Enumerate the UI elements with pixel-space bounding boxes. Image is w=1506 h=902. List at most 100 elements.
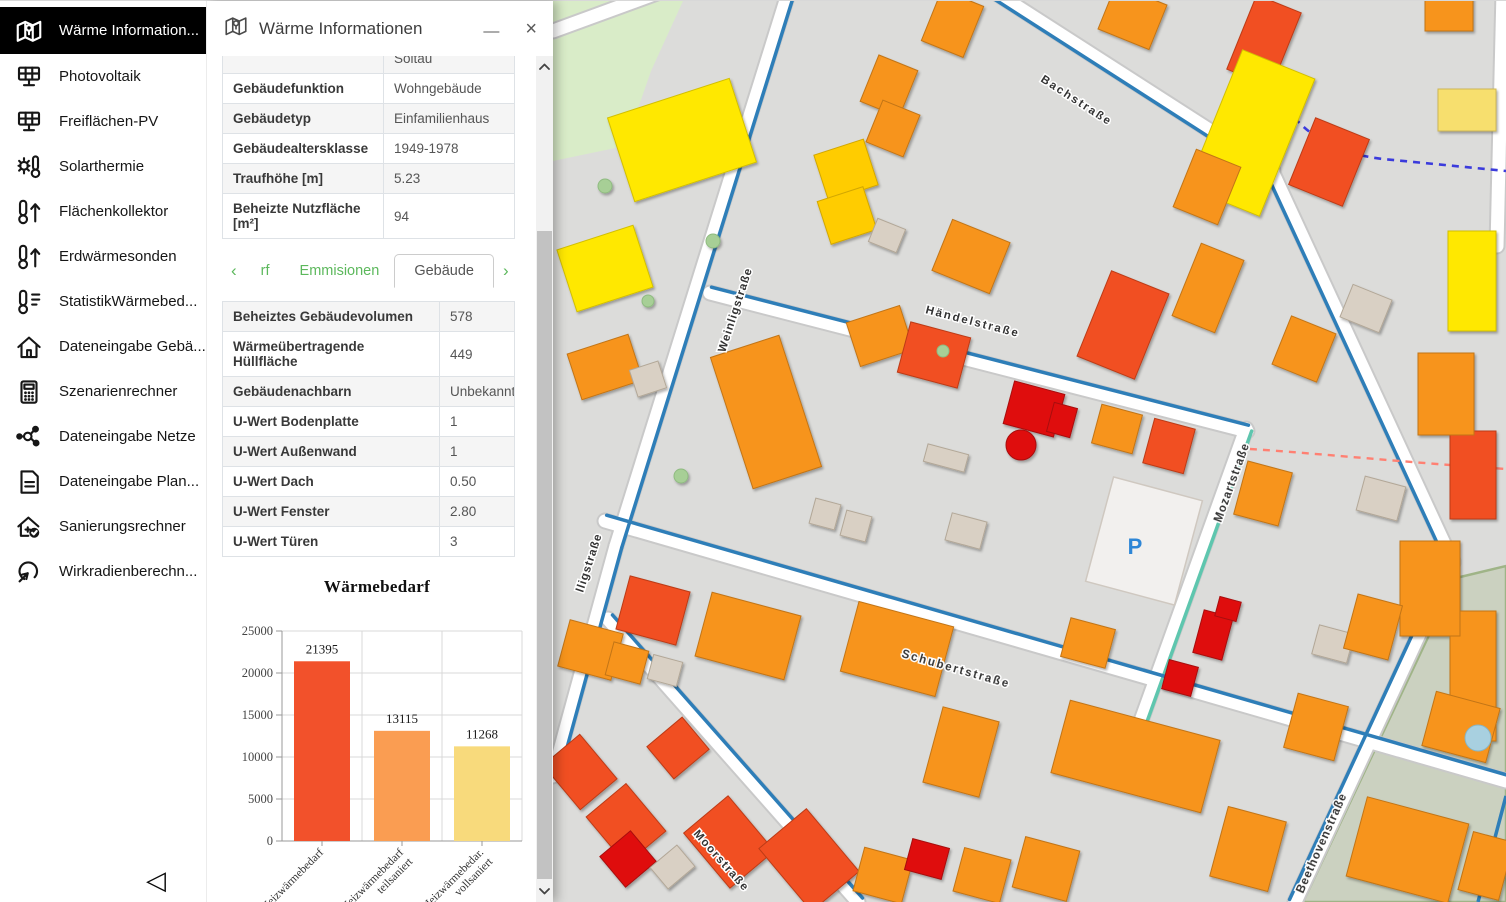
building[interactable] bbox=[1171, 242, 1245, 334]
building[interactable] bbox=[867, 217, 907, 254]
building[interactable] bbox=[1417, 352, 1475, 436]
tabs-prev-icon[interactable]: ‹ bbox=[231, 261, 237, 280]
sidebar-item-dateneingabe-geb[interactable]: Dateneingabe Gebä... bbox=[0, 324, 206, 369]
building[interactable] bbox=[1342, 593, 1404, 661]
building[interactable] bbox=[1271, 315, 1337, 383]
building[interactable] bbox=[931, 218, 1011, 295]
building[interactable] bbox=[816, 186, 878, 245]
building[interactable] bbox=[1011, 836, 1081, 902]
building[interactable] bbox=[1172, 148, 1242, 226]
sidebar-item-dateneingabe-netze[interactable]: Dateneingabe Netze bbox=[0, 414, 206, 459]
building[interactable] bbox=[1233, 460, 1293, 527]
building[interactable] bbox=[709, 334, 823, 490]
building[interactable] bbox=[1447, 230, 1497, 332]
building[interactable] bbox=[808, 497, 842, 531]
building[interactable] bbox=[839, 509, 873, 543]
waermebedarf-chart: Wärmebedarf 0 5000 10000 15000 20000 25000 213… bbox=[222, 577, 532, 902]
bar-0[interactable] bbox=[294, 661, 350, 841]
sidebar-item-photovoltaik[interactable]: Photovoltaik bbox=[0, 54, 206, 99]
building[interactable] bbox=[646, 716, 710, 780]
scrollbar-thumb[interactable] bbox=[537, 231, 552, 879]
building[interactable] bbox=[606, 77, 758, 203]
tab-gebude[interactable]: Gebäude bbox=[394, 254, 494, 288]
sidebar-item-w-rme-information[interactable]: Wärme Information... bbox=[0, 7, 206, 54]
tabs-next-icon[interactable]: › bbox=[502, 261, 509, 280]
building[interactable] bbox=[1287, 117, 1371, 207]
thermometer-list-icon bbox=[18, 289, 41, 314]
sidebar-item-szenarienrechner[interactable]: Szenarienrechner bbox=[0, 369, 206, 414]
building[interactable] bbox=[1355, 475, 1407, 522]
row-value: 3 bbox=[439, 526, 515, 557]
building[interactable] bbox=[952, 846, 1012, 902]
building[interactable] bbox=[1437, 88, 1497, 132]
scroll-up-button[interactable] bbox=[536, 58, 553, 76]
sidebar-item-dateneingabe-plan[interactable]: Dateneingabe Plan... bbox=[0, 459, 206, 504]
document-icon bbox=[20, 469, 39, 494]
row-label: Beheiztes Gebäudevolumen bbox=[222, 301, 440, 332]
building[interactable] bbox=[1345, 796, 1470, 902]
building[interactable] bbox=[649, 844, 696, 890]
building[interactable] bbox=[1449, 430, 1497, 520]
building[interactable] bbox=[865, 99, 921, 158]
table-row: Gebäudealtersklasse 1949-1978 bbox=[222, 133, 515, 164]
bar-1[interactable] bbox=[374, 730, 430, 841]
bar-2[interactable] bbox=[454, 746, 510, 841]
building[interactable] bbox=[566, 333, 644, 401]
building[interactable] bbox=[615, 575, 691, 646]
building[interactable] bbox=[1076, 270, 1170, 380]
building[interactable] bbox=[1050, 699, 1221, 814]
panel-scrollbar[interactable] bbox=[536, 56, 553, 902]
selected-building[interactable] bbox=[599, 830, 657, 888]
sidebar-item-wirkradienberechn[interactable]: Wirkradienberechn... bbox=[0, 549, 206, 594]
sidebar-item-solarthermie[interactable]: Solarthermie bbox=[0, 144, 206, 189]
scroll-down-button[interactable] bbox=[536, 882, 553, 900]
building[interactable] bbox=[1059, 617, 1117, 669]
building[interactable] bbox=[1339, 283, 1393, 334]
building[interactable] bbox=[1424, 1, 1474, 32]
building[interactable] bbox=[1142, 417, 1196, 475]
building[interactable] bbox=[758, 807, 860, 902]
building[interactable] bbox=[839, 600, 955, 698]
house-icon bbox=[17, 336, 41, 358]
close-button[interactable]: × bbox=[525, 17, 537, 40]
building[interactable] bbox=[604, 641, 650, 685]
building[interactable] bbox=[852, 846, 914, 902]
map-svg[interactable]: PWeinligstraßelligstraßeBachstraßeHändel… bbox=[553, 1, 1506, 902]
building[interactable] bbox=[920, 1, 985, 59]
building[interactable] bbox=[694, 591, 802, 681]
map-canvas[interactable]: P Weinligstraße lligstraße Bachstraße Händel… bbox=[553, 1, 1506, 902]
sidebar-item-freifl-chen-pv[interactable]: Freiflächen-PV bbox=[0, 99, 206, 144]
building[interactable] bbox=[922, 443, 970, 473]
sidebar-collapse-button[interactable]: ◁ bbox=[146, 866, 166, 896]
building[interactable] bbox=[922, 706, 1000, 798]
building[interactable] bbox=[1209, 805, 1287, 893]
building[interactable] bbox=[628, 360, 668, 398]
building[interactable] bbox=[556, 224, 654, 313]
building[interactable] bbox=[682, 795, 776, 889]
selected-building[interactable] bbox=[903, 838, 951, 880]
building[interactable] bbox=[896, 321, 972, 389]
building[interactable] bbox=[1283, 692, 1349, 762]
selected-building[interactable] bbox=[1214, 595, 1242, 623]
building[interactable] bbox=[1090, 403, 1144, 455]
selected-building[interactable] bbox=[1005, 429, 1037, 461]
selected-building[interactable] bbox=[1161, 659, 1199, 697]
building[interactable] bbox=[944, 512, 988, 550]
building[interactable] bbox=[585, 782, 667, 866]
building[interactable] bbox=[845, 304, 915, 368]
selected-building[interactable] bbox=[1045, 401, 1079, 439]
sidebar-item-erdw-rmesonden[interactable]: Erdwärmesonden bbox=[0, 234, 206, 279]
building[interactable] bbox=[1399, 540, 1461, 637]
sidebar-item-statistikw-rmebed[interactable]: StatistikWärmebed... bbox=[0, 279, 206, 324]
minimize-button[interactable]: — bbox=[483, 22, 500, 40]
building[interactable] bbox=[1097, 1, 1168, 51]
building[interactable] bbox=[646, 653, 684, 688]
sidebar-item-fl-chenkollektor[interactable]: Flächenkollektor bbox=[0, 189, 206, 234]
building[interactable] bbox=[553, 733, 618, 811]
sidebar-item-sanierungsrechner[interactable]: Sanierungsrechner bbox=[0, 504, 206, 549]
y-tick-label: 15000 bbox=[242, 708, 273, 722]
house-check-icon bbox=[12, 510, 46, 544]
tab-emmisionen[interactable]: Emmisionen bbox=[299, 263, 380, 279]
building[interactable] bbox=[1457, 830, 1506, 902]
tab-rf[interactable]: rf bbox=[260, 263, 270, 279]
